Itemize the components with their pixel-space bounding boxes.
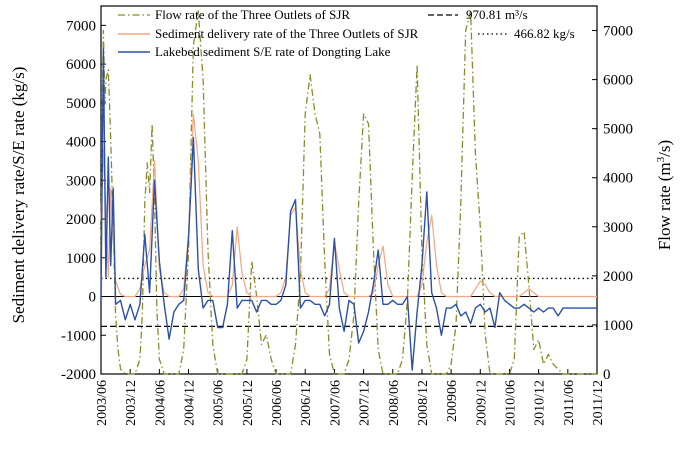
y-right-tick-label: 3000 [603, 220, 633, 236]
y-left-tick-label: 4000 [66, 135, 96, 151]
x-tick-label: 2006/06 [270, 380, 285, 426]
legend-label-lakebed: Lakebed sediment S/E rate of Dongting La… [155, 44, 391, 59]
x-tick-label: 200906 [445, 380, 460, 422]
y-left-tick-label: 2000 [66, 212, 96, 228]
y-right-tick-label: 0 [603, 367, 611, 383]
legend-label-flow: Flow rate of the Three Outlets of SJR [155, 7, 350, 22]
plot-frame [100, 5, 598, 375]
x-tick-label: 2004/06 [153, 380, 168, 426]
x-tick-label: 2007/12 [358, 380, 373, 426]
y-left-tick-label: 1000 [66, 251, 96, 267]
y-right-tick-label: 5000 [603, 122, 633, 138]
y-right-tick-label: 7000 [603, 24, 633, 40]
x-tick-label: 2010/06 [503, 380, 518, 426]
x-tick-label: 2010/12 [533, 380, 548, 426]
y-right-tick-label: 1000 [603, 318, 633, 334]
y-left-tick-label: 5000 [66, 96, 96, 112]
x-tick-label: 2005/06 [212, 380, 227, 426]
x-tick-label: 2011/12 [591, 380, 606, 425]
y-right-tick-label: 4000 [603, 171, 633, 187]
x-tick-label: 2011/06 [562, 380, 577, 425]
legend-label-sediment: Sediment delivery rate of the Three Outl… [155, 26, 419, 41]
y-right-tick-label: 6000 [603, 73, 633, 89]
x-tick-label: 2009/12 [474, 380, 489, 426]
x-tick-label: 2003/06 [95, 380, 110, 426]
y-left-tick-label: 0 [89, 290, 97, 306]
legend: Flow rate of the Three Outlets of SJR Se… [118, 7, 575, 59]
x-tick-label: 2004/12 [183, 380, 198, 426]
y-left-tick-label: 7000 [66, 18, 96, 34]
x-tick-label: 2008/06 [387, 380, 402, 426]
legend-label-ref-flow: 970.81 m³/s [466, 7, 528, 22]
legend-label-ref-sed: 466.82 kg/s [514, 26, 575, 41]
y-left-tick-label: -2000 [61, 367, 96, 383]
y-right-tick-label: 2000 [603, 269, 633, 285]
x-tick-label: 2003/12 [124, 380, 139, 426]
x-tick-label: 2007/06 [328, 380, 343, 426]
y-left-tick-label: 3000 [66, 173, 96, 189]
x-tick-label: 2008/12 [416, 380, 431, 426]
y-left-tick-label: 6000 [66, 57, 96, 73]
series-line-0 [100, 10, 597, 375]
series-line-2 [100, 47, 597, 371]
y-left-tick-label: -1000 [61, 328, 96, 344]
x-tick-label: 2005/12 [241, 380, 256, 426]
series-line-1 [100, 113, 597, 298]
y-left-axis-title: Sediment delivery rate/S/E rate (kg/s) [9, 67, 28, 324]
x-tick-label: 2006/12 [299, 380, 314, 426]
y-right-axis-title: Flow rate (m3/s) [655, 140, 674, 250]
